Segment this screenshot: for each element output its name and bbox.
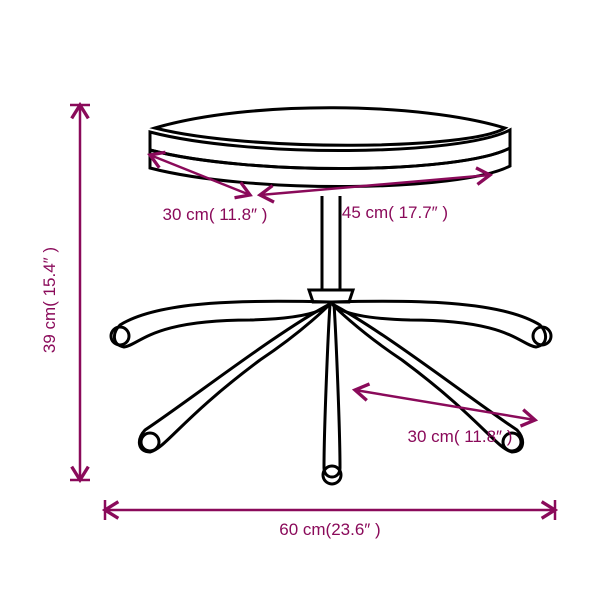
seat-band-2 [150,148,510,187]
dim-seat-depth-label: 30 cm( 11.8″ ) [163,205,268,224]
dim-base-label: 60 cm(23.6″ ) [279,520,380,539]
leg-center [324,304,340,477]
dim-seat-width-label: 45 cm( 17.7″ ) [342,203,448,222]
seat-top [155,108,505,146]
leg-front-left [139,304,330,452]
product-dimensions-diagram: 39 cm( 15.4″ ) 60 cm(23.6″ ) 30 cm( 11.8… [0,0,600,600]
caster-icon [141,433,159,451]
dim-height-label: 39 cm( 15.4″ ) [40,247,59,353]
dim-leg-label: 30 cm( 11.8″ ) [408,427,513,446]
